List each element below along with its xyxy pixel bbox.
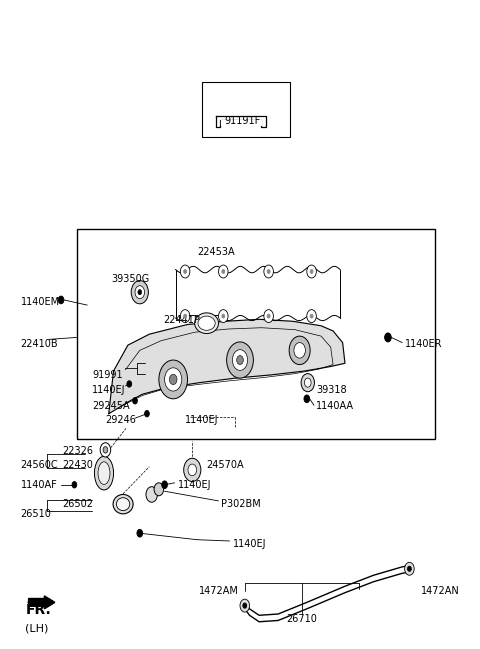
Circle shape: [137, 530, 143, 537]
Text: P302BM: P302BM: [221, 499, 261, 509]
Ellipse shape: [116, 498, 130, 511]
Circle shape: [240, 599, 250, 612]
Circle shape: [267, 314, 270, 318]
Text: 1472AN: 1472AN: [421, 586, 460, 596]
Circle shape: [304, 378, 311, 387]
Circle shape: [232, 350, 248, 371]
Circle shape: [289, 336, 310, 365]
Circle shape: [218, 310, 228, 323]
Text: 26510: 26510: [21, 509, 51, 519]
Circle shape: [154, 483, 164, 496]
Text: 22441P: 22441P: [164, 315, 201, 325]
Circle shape: [310, 269, 313, 273]
Circle shape: [237, 356, 243, 365]
Polygon shape: [109, 319, 345, 413]
Circle shape: [384, 333, 391, 342]
Text: 29246: 29246: [106, 415, 136, 425]
Text: 24570A: 24570A: [206, 460, 244, 471]
Circle shape: [144, 410, 149, 417]
Circle shape: [227, 342, 253, 378]
Circle shape: [58, 296, 64, 304]
Circle shape: [307, 265, 316, 278]
Ellipse shape: [195, 313, 218, 334]
Circle shape: [138, 289, 142, 295]
Text: 91991: 91991: [92, 370, 123, 380]
Circle shape: [264, 310, 274, 323]
Circle shape: [267, 269, 270, 273]
Text: 22453A: 22453A: [197, 247, 235, 257]
Circle shape: [405, 562, 414, 575]
Circle shape: [100, 443, 111, 457]
Circle shape: [310, 314, 313, 318]
Circle shape: [301, 374, 314, 392]
Circle shape: [264, 265, 274, 278]
Ellipse shape: [95, 456, 114, 490]
Text: 26502: 26502: [62, 499, 94, 509]
Circle shape: [243, 603, 247, 608]
Ellipse shape: [113, 495, 133, 514]
Circle shape: [165, 368, 182, 391]
Text: 24560C: 24560C: [21, 460, 58, 471]
Ellipse shape: [98, 462, 110, 484]
Circle shape: [222, 314, 225, 318]
Circle shape: [218, 265, 228, 278]
Text: 1140EJ: 1140EJ: [92, 386, 126, 395]
Circle shape: [294, 343, 305, 358]
Circle shape: [408, 566, 411, 571]
Circle shape: [103, 447, 108, 453]
Text: 26710: 26710: [287, 613, 317, 624]
Circle shape: [159, 360, 188, 399]
Text: 22410B: 22410B: [21, 339, 58, 349]
Circle shape: [131, 280, 148, 304]
Circle shape: [184, 269, 187, 273]
Text: (LH): (LH): [25, 623, 48, 633]
Text: 1140EM: 1140EM: [21, 297, 60, 307]
Circle shape: [188, 464, 197, 476]
Circle shape: [304, 395, 310, 402]
Text: FR.: FR.: [25, 603, 51, 617]
Circle shape: [132, 398, 137, 404]
Circle shape: [72, 482, 77, 488]
Bar: [77, 229, 435, 439]
Circle shape: [222, 269, 225, 273]
Polygon shape: [221, 119, 261, 125]
Text: 22326: 22326: [62, 445, 94, 456]
Circle shape: [184, 314, 187, 318]
Circle shape: [146, 487, 157, 502]
Polygon shape: [28, 598, 54, 606]
Circle shape: [180, 310, 190, 323]
Text: 1140EJ: 1140EJ: [233, 539, 266, 549]
Polygon shape: [29, 596, 55, 609]
Text: 1472AM: 1472AM: [199, 586, 239, 596]
Text: 22430: 22430: [62, 460, 93, 471]
Text: 29245A: 29245A: [92, 401, 130, 411]
Ellipse shape: [198, 316, 215, 330]
Text: 1140ER: 1140ER: [405, 339, 442, 349]
Text: 39350G: 39350G: [111, 275, 149, 284]
Text: 1140AA: 1140AA: [316, 401, 354, 411]
Circle shape: [162, 481, 168, 489]
Circle shape: [180, 265, 190, 278]
Circle shape: [127, 381, 132, 387]
Bar: [202, 82, 290, 137]
Circle shape: [169, 374, 177, 385]
Circle shape: [307, 310, 316, 323]
Text: 91191F: 91191F: [224, 116, 261, 126]
Text: 1140EJ: 1140EJ: [178, 480, 212, 490]
Text: 1140AF: 1140AF: [21, 480, 57, 490]
Circle shape: [184, 458, 201, 482]
Text: 39318: 39318: [316, 386, 347, 395]
Circle shape: [135, 286, 144, 299]
Text: 1140EJ: 1140EJ: [185, 415, 218, 425]
